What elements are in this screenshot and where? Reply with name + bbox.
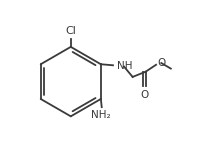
Text: NH₂: NH₂ bbox=[91, 110, 111, 120]
Text: Cl: Cl bbox=[65, 26, 76, 36]
Text: NH: NH bbox=[117, 61, 133, 71]
Text: O: O bbox=[157, 58, 166, 68]
Text: O: O bbox=[141, 90, 149, 100]
